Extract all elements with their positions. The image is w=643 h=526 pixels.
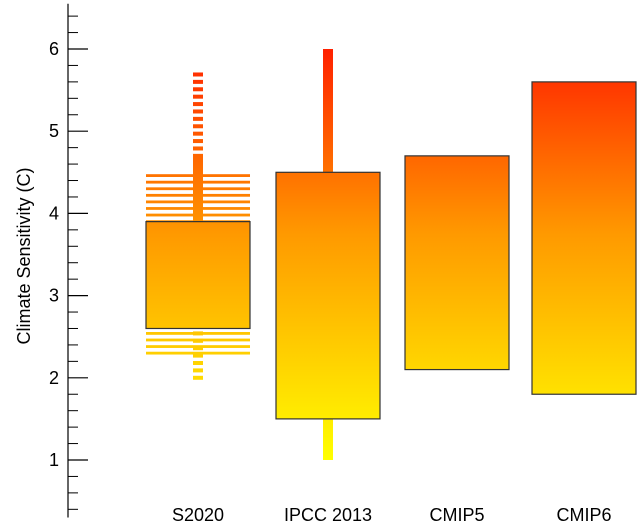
s2020-whisker-dash xyxy=(193,109,203,114)
s2020-whisker-dash xyxy=(193,87,203,92)
category-label-ipcc-2013: IPCC 2013 xyxy=(284,505,372,525)
s2020-band-line xyxy=(146,345,250,348)
s2020-band-line xyxy=(146,351,250,355)
category-label-cmip6: CMIP6 xyxy=(556,505,611,525)
s2020-whisker-dash xyxy=(193,346,203,351)
plot-area xyxy=(145,49,637,460)
y-axis-label: Climate Sensitivity (C) xyxy=(14,167,34,344)
s2020-whisker-dash xyxy=(193,116,203,121)
s2020-whisker-dash xyxy=(193,94,203,99)
s2020-whisker-dash xyxy=(193,375,203,380)
cmip5-box xyxy=(404,155,510,371)
s2020-whisker-dash xyxy=(193,361,203,366)
y-tick-label: 6 xyxy=(49,39,59,59)
s2020-whisker-dash xyxy=(193,124,203,129)
s2020-box xyxy=(145,221,251,330)
ipcc-2013-box xyxy=(275,171,381,420)
y-tick-label: 5 xyxy=(49,121,59,141)
category-labels: S2020 IPCC 2013 CMIP5 CMIP6 xyxy=(172,505,612,525)
s2020-whisker-dash xyxy=(193,131,203,136)
s2020-band-line xyxy=(146,338,250,342)
y-tick-label: 1 xyxy=(49,450,59,470)
s2020-whisker-dash xyxy=(193,79,203,84)
s2020-whisker-dash xyxy=(193,353,203,358)
cmip6-box xyxy=(531,81,637,395)
category-label-cmip5: CMIP5 xyxy=(429,505,484,525)
s2020-whisker-dash xyxy=(193,102,203,107)
y-axis: 1 2 3 4 5 6 xyxy=(49,3,88,518)
s2020-whisker-dash xyxy=(193,139,203,144)
category-label-s2020: S2020 xyxy=(172,505,224,525)
s2020-whisker-dash xyxy=(193,72,203,77)
y-tick-label: 3 xyxy=(49,286,59,306)
s2020-whisker-dash xyxy=(193,146,203,151)
s2020-band-line xyxy=(146,332,250,335)
y-tick-label: 4 xyxy=(49,203,59,223)
s2020-whisker-dash xyxy=(193,368,203,373)
y-tick-label: 2 xyxy=(49,368,59,388)
